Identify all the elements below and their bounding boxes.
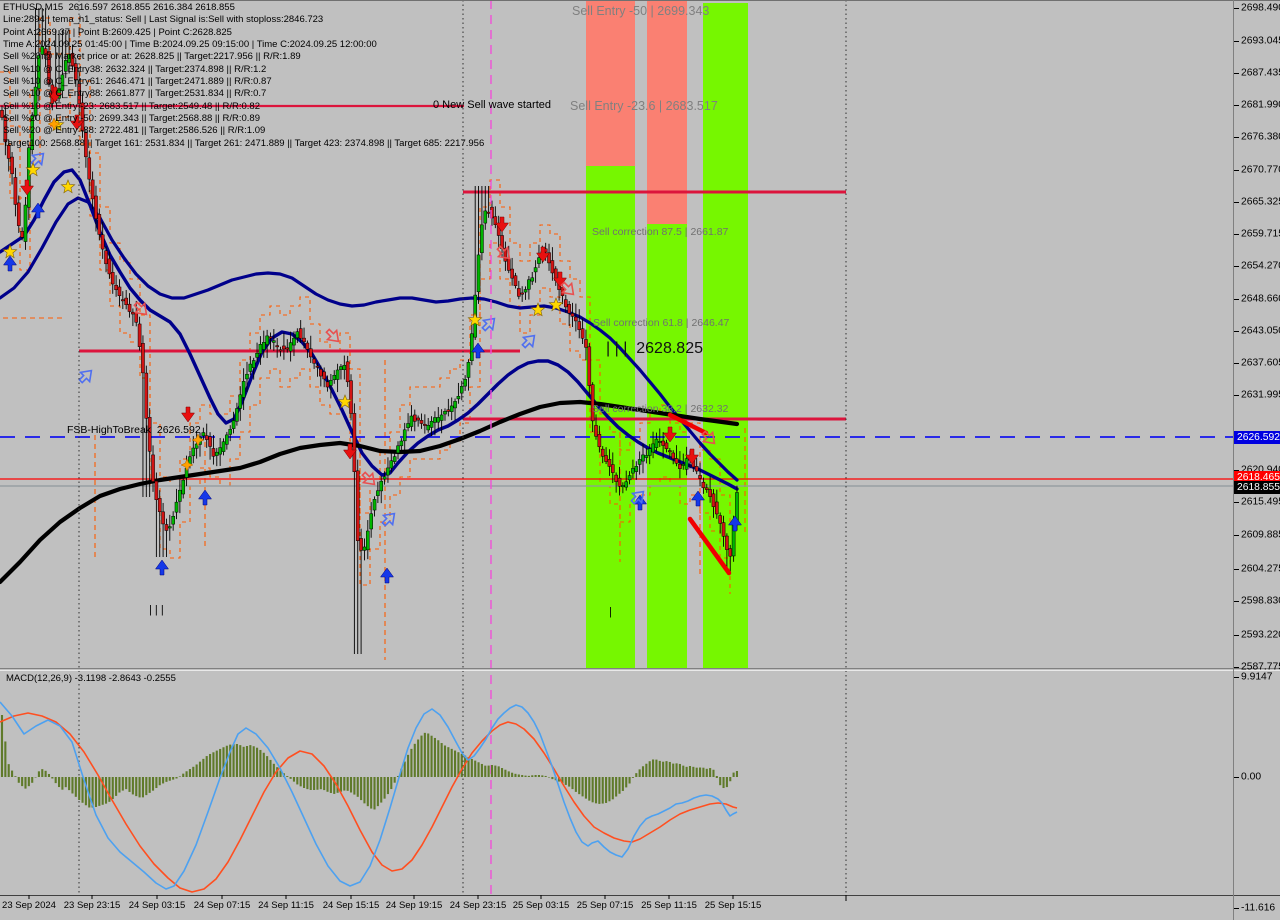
time-label: 24 Sep 15:15 <box>322 900 380 911</box>
info-line-5: Sell %10 @ C_Entry38: 2632.324 || Target… <box>3 63 267 75</box>
price-tick <box>1234 908 1239 909</box>
price-tick <box>1234 601 1239 602</box>
price-tick <box>1234 569 1239 570</box>
info-line-11: Target100: 2568.88 || Target 161: 2531.8… <box>3 137 485 149</box>
info-line-3: Time A:2024.09.25 01:45:00 | Time B:2024… <box>3 39 377 51</box>
price-tick <box>1234 234 1239 235</box>
price-label: 2637.605 <box>1241 357 1280 369</box>
macd-scale-label: -11.616 <box>1241 902 1276 914</box>
price-tick <box>1234 8 1239 9</box>
time-label: 25 Sep 07:15 <box>576 900 634 911</box>
price-label: 2609.885 <box>1241 529 1280 541</box>
time-label: 23 Sep 23:15 <box>63 900 121 911</box>
info-panel: ETHUSD,M15 2616.597 2618.855 2616.384 26… <box>3 2 484 150</box>
last-price-tag: 2618.855 <box>1234 481 1280 494</box>
price-label: 2598.830 <box>1241 595 1280 607</box>
price-label: 2676.380 <box>1241 131 1280 143</box>
price-label: 2654.270 <box>1241 260 1280 272</box>
price-tick <box>1234 635 1239 636</box>
point-c-price-label: | | | 2628.825 <box>606 340 703 357</box>
price-label: 2659.715 <box>1241 228 1280 240</box>
macd-scale-label: 0.00 <box>1241 771 1262 783</box>
price-tick <box>1234 677 1239 678</box>
price-tick <box>1234 395 1239 396</box>
price-tick <box>1234 202 1239 203</box>
info-line-9: Sell %20 @ Entry -50: 2699.343 || Target… <box>3 113 260 125</box>
price-tick <box>1234 170 1239 171</box>
time-label: 25 Sep 03:15 <box>512 900 570 911</box>
time-label: 25 Sep 15:15 <box>704 900 762 911</box>
time-label: 24 Sep 03:15 <box>128 900 186 911</box>
price-tick <box>1234 105 1239 106</box>
new-sell-wave-label: 0 New Sell wave started <box>433 99 551 111</box>
price-label: 2587.775 <box>1241 661 1280 673</box>
price-tick <box>1234 41 1239 42</box>
price-tick <box>1234 299 1239 300</box>
price-label: 2593.220 <box>1241 629 1280 641</box>
ask-price-tag: 2626.592 <box>1234 431 1280 444</box>
bid-price-tag: 2618.465 <box>1234 471 1280 484</box>
time-label: 24 Sep 19:15 <box>385 900 443 911</box>
info-line-8: Sell %10 @ Entry -23: 2683.517 || Target… <box>3 100 260 112</box>
time-label: 24 Sep 11:15 <box>258 900 314 911</box>
price-tick <box>1234 777 1239 778</box>
sell-correction-618-label: Sell correction 61.8 | 2646.47 <box>593 317 730 329</box>
time-label: 23 Sep 2024 <box>2 900 56 911</box>
info-line-7: Sell %10 @ C_Entry88: 2661.877 || Target… <box>3 88 267 100</box>
price-tick <box>1234 470 1239 471</box>
sell-entry-236-label: Sell Entry -23.6 | 2683.517 <box>570 99 718 113</box>
price-label: 2670.770 <box>1241 164 1280 176</box>
price-label: 2620.940 <box>1241 464 1280 476</box>
price-tick <box>1234 73 1239 74</box>
sell-correction-875-label: Sell correction 87.5 | 2661.87 <box>592 226 729 238</box>
price-tick <box>1234 667 1239 668</box>
price-tick <box>1234 535 1239 536</box>
price-tick <box>1234 502 1239 503</box>
tick-mark-mid: | <box>609 606 612 618</box>
price-tick <box>1234 137 1239 138</box>
info-line-0: ETHUSD,M15 2616.597 2618.855 2616.384 26… <box>3 2 235 13</box>
price-tick <box>1234 331 1239 332</box>
sell-correction-382-label: Sell correction 38.2 | 2632.32 <box>592 403 729 415</box>
time-label: 25 Sep 11:15 <box>641 900 697 911</box>
sell-entry-50-label: Sell Entry -50 | 2699.343 <box>572 4 710 18</box>
price-axis[interactable]: 2698.490 2693.045 2687.435 2681.990 2676.380… <box>1234 0 1280 920</box>
time-label: 24 Sep 07:15 <box>193 900 251 911</box>
macd-scale-label: 9.9147 <box>1241 671 1273 683</box>
price-label: 2681.990 <box>1241 99 1280 111</box>
tick-marks-left: | | | <box>149 604 164 616</box>
fsb-high-to-break-label: FSB-HighToBreak 2626.592 <box>67 424 201 436</box>
info-line-6: Sell %10 @ C_Entry61: 2646.471 || Target… <box>3 76 272 88</box>
price-label: 2631.995 <box>1241 389 1280 401</box>
price-label: 2698.490 <box>1241 2 1280 14</box>
price-label: 2693.045 <box>1241 35 1280 47</box>
price-label: 2643.050 <box>1241 325 1280 337</box>
info-line-4: Sell %20 @ Market price or at: 2628.825 … <box>3 51 301 63</box>
info-line-1: Line:2894 | tema_h1_status: Sell | Last … <box>3 14 324 26</box>
time-label: 24 Sep 23:15 <box>449 900 507 911</box>
price-label: 2665.325 <box>1241 196 1280 208</box>
info-line-2: Point A:2669.37 | Point B:2609.425 | Poi… <box>3 26 232 38</box>
info-line-10: Sell %20 @ Entry -88: 2722.481 || Target… <box>3 125 266 137</box>
price-label: 2604.275 <box>1241 563 1280 575</box>
price-tick <box>1234 363 1239 364</box>
time-axis[interactable]: 23 Sep 2024 23 Sep 23:15 24 Sep 03:15 24 Se… <box>0 897 1280 920</box>
macd-indicator-label: MACD(12,26,9) -3.1198 -2.8643 -0.2555 <box>6 673 176 684</box>
price-label: 2615.495 <box>1241 496 1280 508</box>
price-label: 2648.660 <box>1241 293 1280 305</box>
price-label: 2687.435 <box>1241 67 1280 79</box>
price-tick <box>1234 266 1239 267</box>
